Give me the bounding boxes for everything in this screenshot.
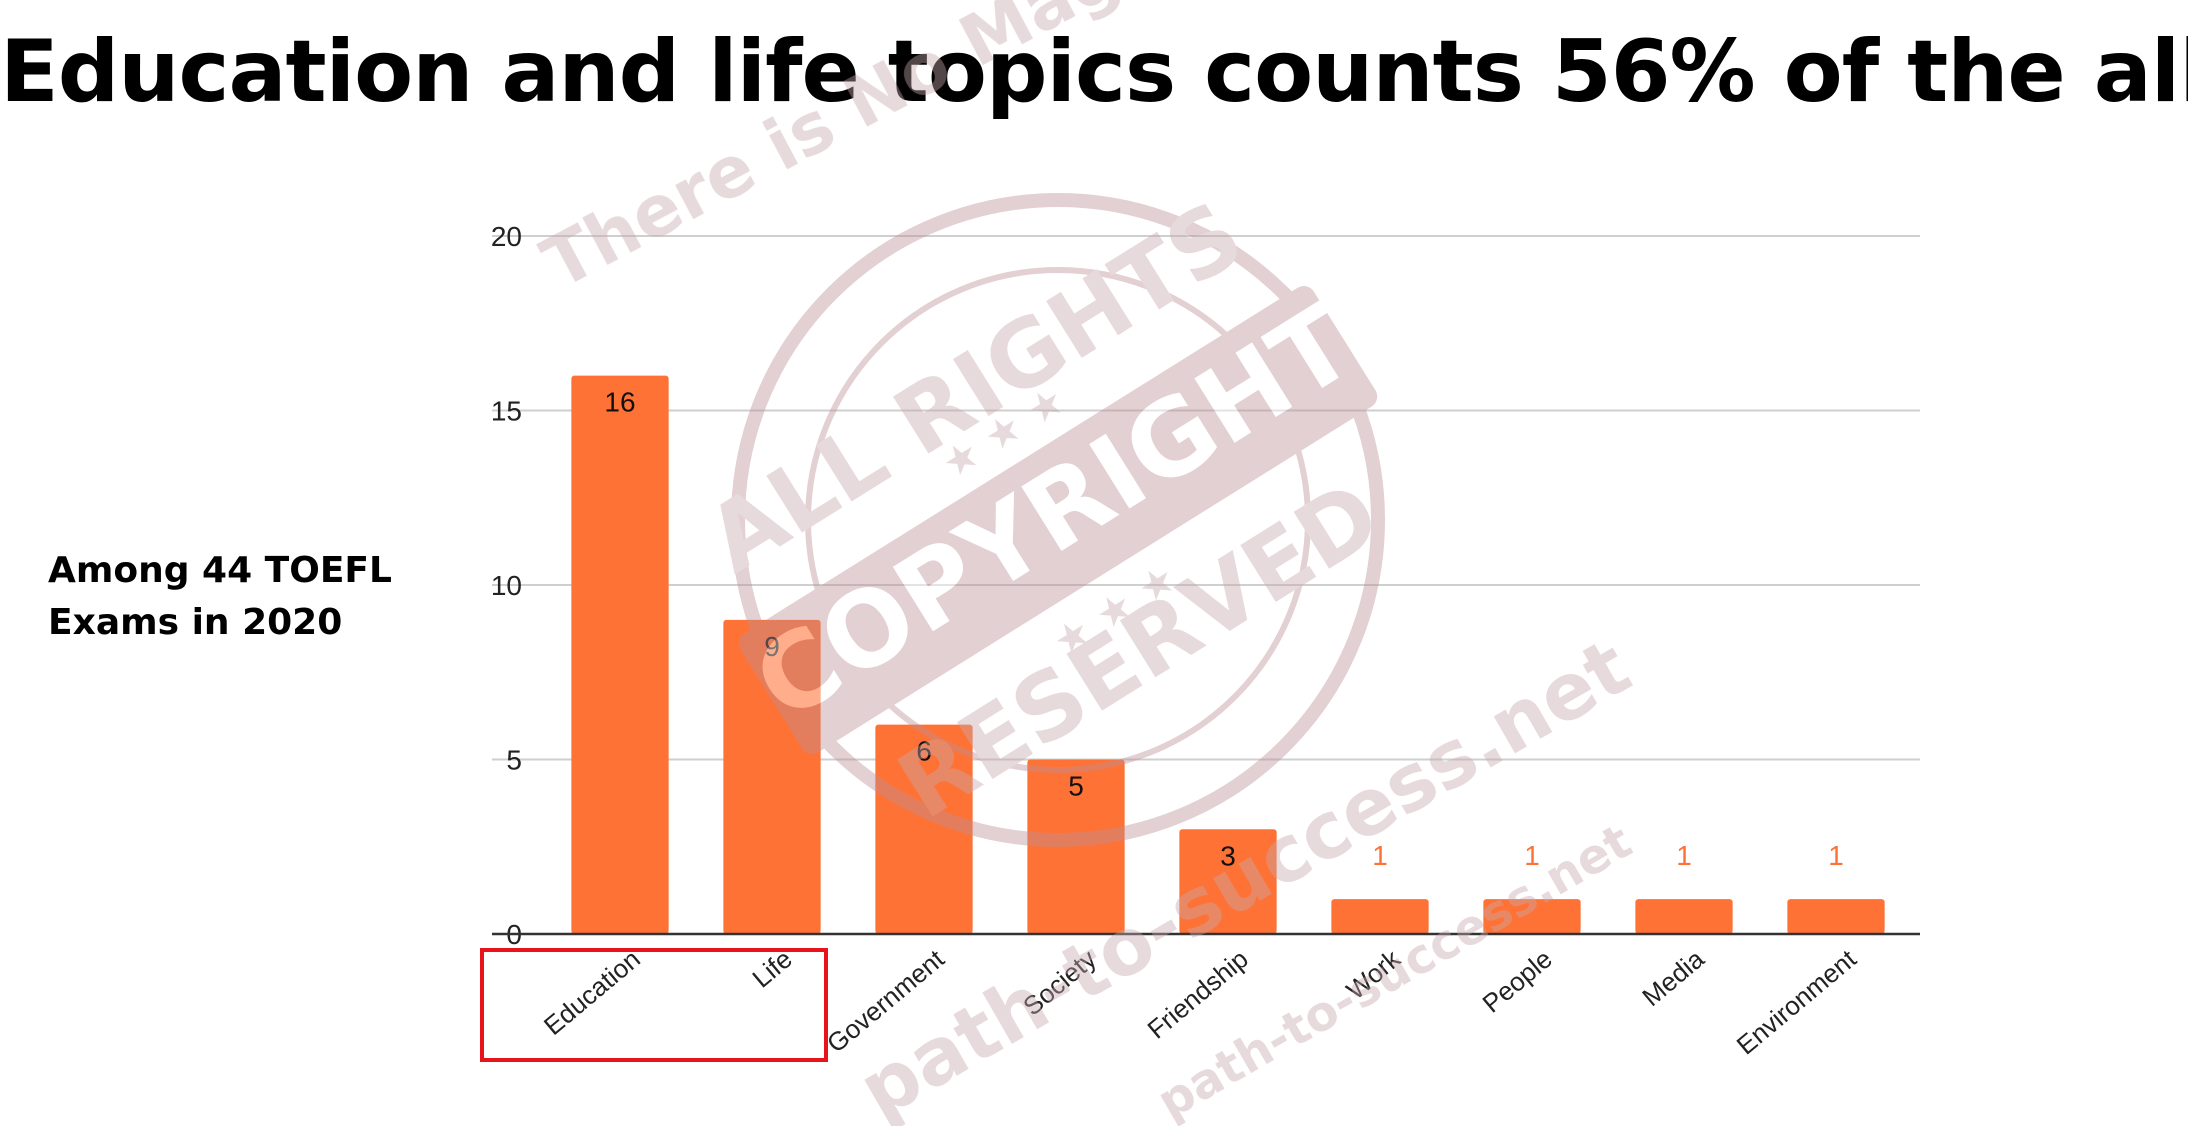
side-note-line-2: Exams in 2020 xyxy=(48,602,343,643)
x-axis-categories: Education Life Government Society Friendship… xyxy=(538,943,1862,1060)
bar xyxy=(571,375,669,935)
y-tick-label: 20 xyxy=(491,221,522,252)
x-category-label: Education xyxy=(538,944,646,1041)
bar xyxy=(875,724,973,934)
data-label: 5 xyxy=(1068,771,1084,802)
x-category-label: People xyxy=(1477,944,1558,1019)
data-label: 3 xyxy=(1220,840,1236,871)
y-tick-label: 10 xyxy=(491,570,522,601)
data-label: 1 xyxy=(1676,840,1692,871)
stamp-band xyxy=(738,286,1378,754)
y-tick-label: 5 xyxy=(506,745,522,776)
page-title: Education and life topics counts 56% of … xyxy=(0,22,2188,122)
data-label: 9 xyxy=(764,631,780,662)
bar xyxy=(1787,899,1885,934)
bar xyxy=(1483,899,1581,934)
stamp-outer-ring xyxy=(731,193,1385,847)
bar xyxy=(723,619,821,934)
data-label: 1 xyxy=(1524,840,1540,871)
bar xyxy=(1635,899,1733,934)
bar xyxy=(1331,899,1429,934)
bar xyxy=(1179,829,1277,934)
y-tick-label: 15 xyxy=(491,396,522,427)
stamp-inner-ring xyxy=(805,267,1311,773)
data-label: 6 xyxy=(916,736,932,767)
side-note-line-1: Among 44 TOEFL xyxy=(48,550,392,591)
highlight-box xyxy=(480,948,828,1062)
data-labels: 16 9 6 5 3 1 1 1 1 xyxy=(604,387,1843,872)
side-note: Among 44 TOEFL Exams in 2020 xyxy=(48,545,428,649)
data-label: 16 xyxy=(604,387,635,418)
bar xyxy=(1027,759,1125,934)
copyright-watermark: COPYRIGHT ALL RIGHTS RESERVED ★ ★ ★ ★ ★ … xyxy=(529,0,1645,1126)
x-category-label: Media xyxy=(1636,943,1710,1012)
bars xyxy=(571,375,1885,935)
data-label: 1 xyxy=(1372,840,1388,871)
data-label: 1 xyxy=(1828,840,1844,871)
x-category-label: Environment xyxy=(1731,943,1863,1060)
